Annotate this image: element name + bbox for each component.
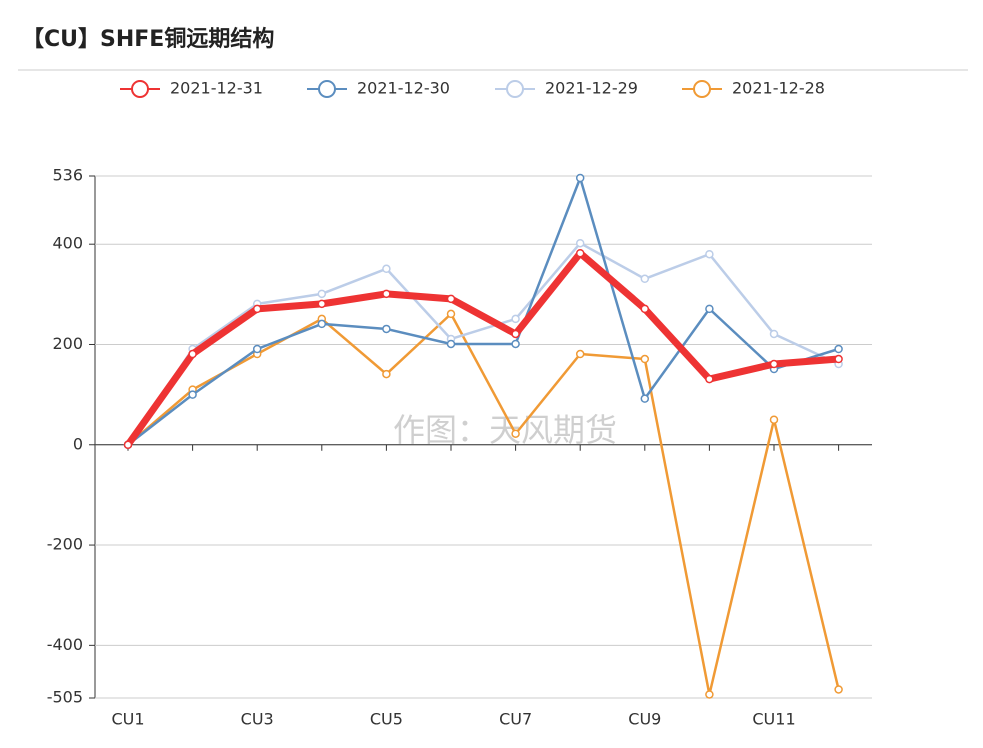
data-point xyxy=(640,274,650,284)
data-point xyxy=(252,344,262,354)
data-point xyxy=(252,304,262,314)
legend-label: 2021-12-31 xyxy=(170,79,263,98)
legend-marker xyxy=(693,80,711,98)
chart-title: 【CU】SHFE铜远期结构 xyxy=(22,26,274,52)
data-point xyxy=(446,294,456,304)
data-point xyxy=(188,390,197,399)
data-point xyxy=(317,289,327,299)
data-point xyxy=(769,329,779,339)
data-point xyxy=(640,394,650,403)
y-tick-label: 536 xyxy=(52,166,83,185)
data-point xyxy=(705,304,714,314)
x-tick-label: CU3 xyxy=(241,710,274,729)
x-tick-label: CU11 xyxy=(752,710,795,729)
data-point xyxy=(640,304,650,314)
data-point xyxy=(834,344,843,354)
legend-label: 2021-12-30 xyxy=(357,79,450,98)
data-point xyxy=(834,354,843,364)
data-point xyxy=(575,349,585,359)
y-tick-label: 400 xyxy=(52,234,83,253)
data-point xyxy=(705,249,714,259)
data-point xyxy=(382,369,391,379)
series-line xyxy=(126,241,840,446)
data-point xyxy=(317,319,327,329)
data-point xyxy=(317,299,327,309)
y-tick-label: -505 xyxy=(47,688,83,707)
data-point xyxy=(446,309,456,319)
x-tick-label: CU7 xyxy=(499,710,532,729)
data-point xyxy=(188,349,197,359)
data-point xyxy=(575,248,585,258)
data-point xyxy=(511,314,520,324)
x-tick-label: CU1 xyxy=(111,710,144,729)
series-line xyxy=(127,176,839,446)
x-tick-label: CU5 xyxy=(370,710,403,729)
y-tick-label: -200 xyxy=(47,535,83,554)
x-tick-label: CU9 xyxy=(628,710,661,729)
series-line xyxy=(127,312,840,696)
data-point xyxy=(382,289,391,299)
data-point xyxy=(640,354,650,364)
watermark: 作图：天风期货 xyxy=(393,411,617,449)
legend-marker xyxy=(318,80,336,98)
data-point xyxy=(575,238,585,248)
legend-label: 2021-12-29 xyxy=(545,79,638,98)
data-point xyxy=(511,339,520,349)
data-point xyxy=(705,374,714,384)
data-point xyxy=(511,329,520,339)
data-point xyxy=(705,690,714,699)
legend-label: 2021-12-28 xyxy=(732,79,825,98)
data-point xyxy=(123,440,133,450)
legend-marker xyxy=(506,80,524,98)
y-tick-label: -400 xyxy=(47,635,83,654)
data-point xyxy=(382,264,391,274)
y-tick-label: 0 xyxy=(73,434,83,453)
data-point xyxy=(575,173,585,183)
data-point xyxy=(382,324,391,334)
y-tick-label: 200 xyxy=(52,334,83,353)
data-point xyxy=(769,359,779,369)
series-line xyxy=(125,249,839,447)
data-point xyxy=(834,685,843,694)
data-point xyxy=(769,415,779,424)
legend-marker xyxy=(131,80,149,98)
data-point xyxy=(446,339,456,349)
data-point xyxy=(511,429,520,438)
